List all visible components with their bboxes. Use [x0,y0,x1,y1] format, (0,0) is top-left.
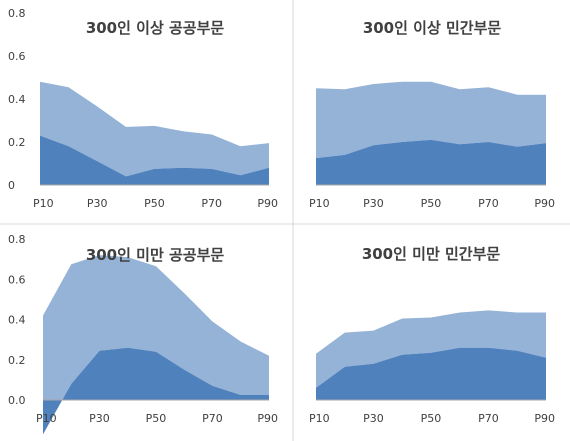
y-ticks: 0.0 0.2 0.4 0.6 0.8 [8,233,26,407]
lower-band-area [43,347,269,435]
y-ticks: 0 0.2 0.4 0.6 0.8 [8,7,26,192]
x-ticks: P10 P30 P50 P70 P90 [33,197,278,210]
x-ticks: P10 P30 P50 P70 P90 [309,197,555,210]
plot-area [316,81,546,186]
panel-title: 300인 미만 민간부문 [362,245,501,263]
plot-area [316,310,546,401]
y-tick-label: 0 [8,179,15,192]
y-tick-label: 0.6 [8,50,26,63]
x-tick-label: P70 [478,197,499,210]
x-tick-label: P10 [309,197,330,210]
panel-title: 300인 이상 공공부문 [86,19,225,37]
x-ticks: P10 P30 P50 P70 P90 [36,412,278,425]
y-tick-label: 0.2 [8,136,26,149]
x-tick-label: P70 [202,412,223,425]
x-tick-label: P30 [363,412,384,425]
x-tick-label: P30 [89,412,110,425]
x-ticks: P10 P30 P50 P70 P90 [309,412,555,425]
lower-band-area [316,139,546,185]
y-tick-label: 0.8 [8,233,26,246]
panel-title: 300인 미만 공공부문 [86,246,225,264]
plot-area [43,255,269,435]
x-tick-label: P10 [33,197,54,210]
y-tick-label: 0.6 [8,273,26,286]
upper-band-area [316,81,546,159]
panel-small-public: 0.0 0.2 0.4 0.6 0.8 P10 P30 P50 P70 P90 300인 미만 … [8,233,278,435]
x-tick-label: P90 [257,197,278,210]
upper-band-area [43,255,269,435]
x-tick-label: P50 [421,412,442,425]
x-tick-label: P50 [146,412,167,425]
x-tick-label: P30 [87,197,108,210]
x-tick-label: P70 [478,412,499,425]
y-tick-label: 0.4 [8,93,26,106]
x-tick-label: P90 [257,412,278,425]
panel-large-public: 0 0.2 0.4 0.6 0.8 P10 P30 P50 P70 P90 300인 이상 공공… [8,7,278,210]
lower-band-area [40,135,269,185]
x-tick-label: P10 [36,412,57,425]
y-tick-label: 0.8 [8,7,26,20]
plot-area [40,81,269,186]
x-tick-label: P90 [534,412,555,425]
y-tick-label: 0.2 [8,354,26,367]
panel-small-private: P10 P30 P50 P70 P90 300인 미만 민간부문 [309,245,555,425]
lower-band-area [316,347,546,400]
panel-large-private: P10 P30 P50 P70 P90 300인 이상 민간부문 [309,19,555,210]
x-tick-label: P90 [534,197,555,210]
upper-band-area [316,310,546,388]
x-tick-label: P50 [421,197,442,210]
x-tick-label: P30 [363,197,384,210]
panel-title: 300인 이상 민간부문 [363,19,502,37]
y-tick-label: 0.4 [8,314,26,327]
x-tick-label: P70 [201,197,222,210]
upper-band-area [40,81,269,177]
x-tick-label: P50 [144,197,165,210]
x-tick-label: P10 [309,412,330,425]
y-tick-label: 0.0 [8,394,26,407]
